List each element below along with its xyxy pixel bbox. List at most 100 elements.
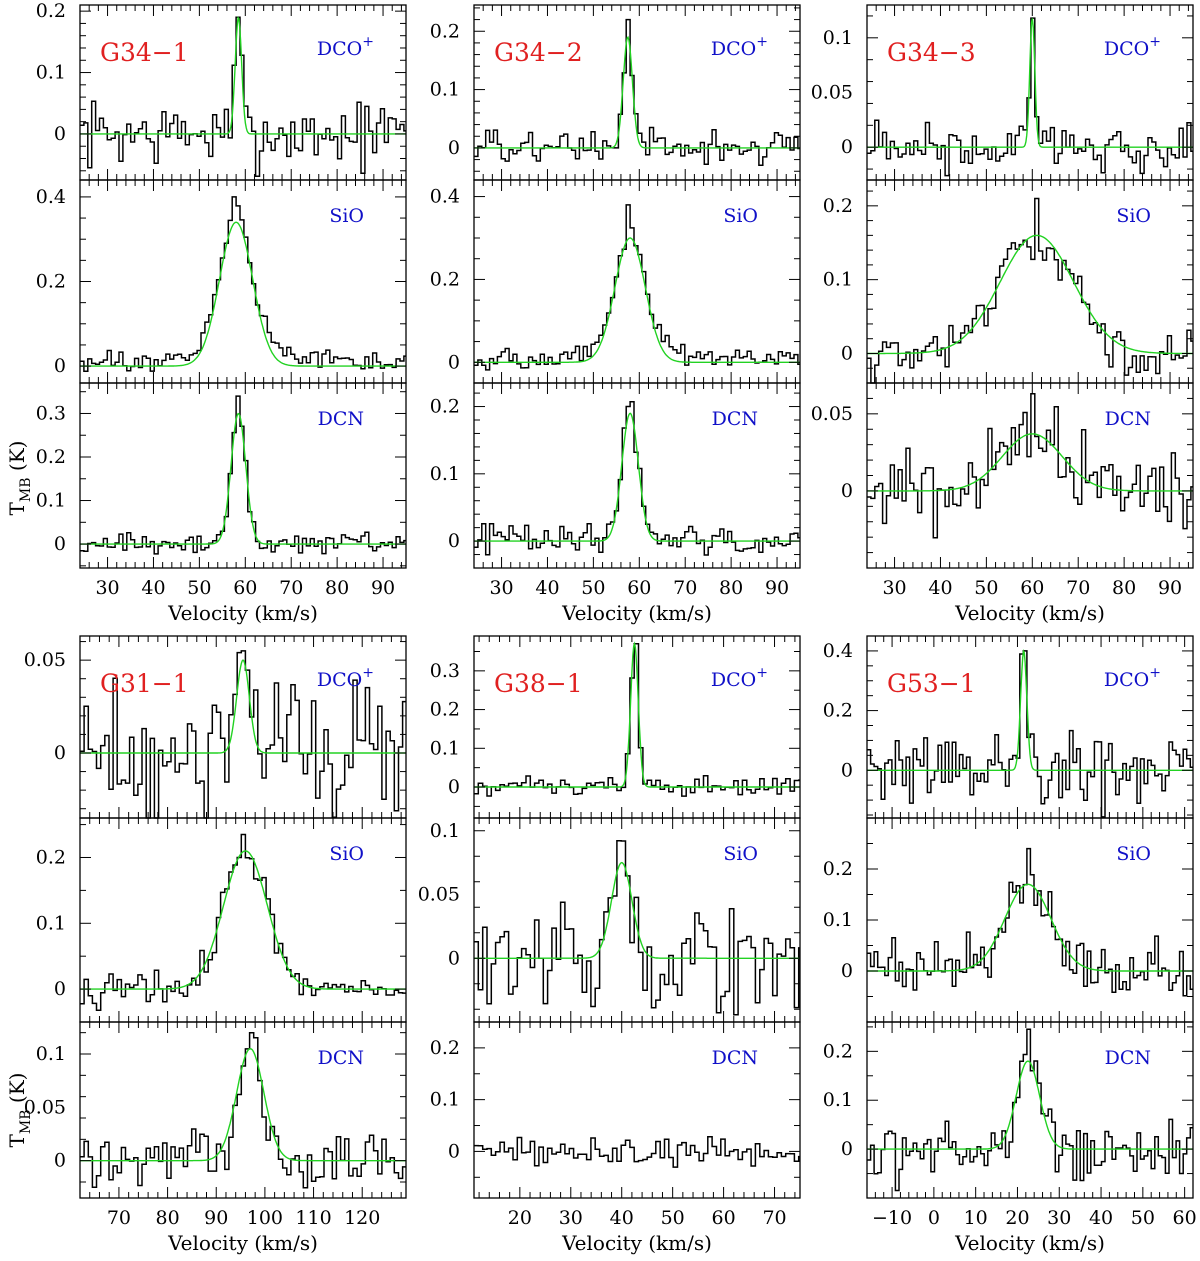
x-tick-label: 60 (233, 577, 257, 599)
x-tick-label: −10 (872, 1207, 912, 1229)
fit-curve-g31-1-dcn (80, 1047, 406, 1162)
molecule-label: DCO+ (711, 34, 768, 60)
panel-frame (79, 382, 407, 569)
x-axis-title: Velocity (km/s) (954, 601, 1105, 625)
y-tick-label: 0.1 (430, 463, 460, 485)
molecule-label: DCO+ (1104, 34, 1161, 60)
y-tick-label: 0.2 (36, 446, 66, 468)
x-tick-label: 50 (187, 577, 211, 599)
panel-g34-3-sio: 0 0.1 0.2 SiO (823, 179, 1194, 384)
x-tick-label: 50 (974, 577, 998, 599)
panel-g53-1-sio: 0 0.1 0.2 SiO (823, 817, 1194, 1023)
y-tick-label: 0 (54, 1150, 66, 1172)
panel-frame (866, 1021, 1194, 1199)
molecule-label: SiO (723, 205, 758, 227)
y-tick-label: 0.2 (430, 699, 460, 721)
y-tick-label: 0.4 (36, 186, 66, 208)
x-tick-label: 30 (95, 577, 119, 599)
spectrum-g38-1-dcn (474, 1136, 800, 1168)
panel-frame (473, 4, 801, 181)
y-tick-label: 0.2 (36, 0, 66, 22)
molecule-label: DCN (318, 408, 364, 430)
molecule-label: DCN (712, 408, 758, 430)
x-tick-label: 70 (673, 577, 697, 599)
y-tick-label: 0 (841, 480, 853, 502)
x-tick-label: 70 (279, 577, 303, 599)
y-tick-label: 0.1 (430, 737, 460, 759)
panel-g34-2-dco: 0 0.1 0.2 DCO+ G34−2 (430, 4, 801, 181)
y-tick-label: 0.1 (36, 490, 66, 512)
source-label: G53−1 (887, 669, 976, 698)
x-tick-label: 70 (762, 1207, 786, 1229)
x-tick-label: 40 (141, 577, 165, 599)
x-tick-label: 50 (1131, 1207, 1155, 1229)
y-tick-label: 0.1 (36, 62, 66, 84)
y-tick-label: 0.05 (811, 82, 853, 104)
y-tick-label: 0 (54, 123, 66, 145)
y-tick-label: 0 (54, 355, 66, 377)
y-tick-label: 0 (841, 960, 853, 982)
x-tick-label: 40 (610, 1207, 634, 1229)
x-tick-label: 30 (559, 1207, 583, 1229)
molecule-label: DCN (1105, 1047, 1151, 1069)
y-tick-label: 0 (54, 978, 66, 1000)
x-tick-label: 40 (1089, 1207, 1113, 1229)
fit-curve-g34-1-dcn (80, 412, 406, 545)
x-tick-label: 10 (964, 1207, 988, 1229)
x-tick-label: 90 (765, 577, 789, 599)
y-tick-label: 0.3 (36, 402, 66, 424)
molecule-label: SiO (1116, 205, 1151, 227)
y-tick-label: 0.2 (823, 700, 853, 722)
y-tick-label: 0.1 (430, 820, 460, 842)
x-tick-label: 80 (155, 1207, 179, 1229)
x-axis-title: Velocity (km/s) (954, 1231, 1105, 1255)
panel-g34-3-dcn: 0 0.05 DCN 30 40 50 60 70 80 90 Velocity (km/s) (811, 382, 1194, 625)
y-tick-label: 0.2 (823, 858, 853, 880)
spectrum-g53-1-dco (867, 650, 1193, 818)
y-tick-label: 0 (448, 1140, 460, 1162)
y-tick-label: 0 (448, 530, 460, 552)
y-tick-label: 0 (448, 776, 460, 798)
x-axis-title: Velocity (km/s) (167, 1231, 318, 1255)
y-tick-label: 0.3 (430, 660, 460, 682)
y-tick-label: 0 (448, 137, 460, 159)
fit-curve-g38-1-dco (474, 641, 800, 788)
spectrum-g53-1-dcn (867, 1028, 1193, 1192)
molecule-label: SiO (329, 843, 364, 865)
y-tick-label: 0.2 (36, 271, 66, 293)
panel-g34-2-dcn: 0 0.1 0.2 DCN 30 40 50 60 70 80 90 Velocity (km/s) (430, 382, 801, 625)
x-tick-label: 30 (1047, 1207, 1071, 1229)
x-tick-label: 80 (325, 577, 349, 599)
panel-g53-1-dcn: 0 0.1 0.2 DCN −10 0 10 20 30 40 50 60 Velocity (km/s… (823, 1021, 1197, 1255)
x-tick-label: 0 (928, 1207, 940, 1229)
y-tick-label: 0.05 (24, 1096, 66, 1118)
panel-g38-1-sio: 0 0.05 0.1 SiO (418, 817, 801, 1023)
source-label: G34−3 (887, 38, 976, 67)
fit-curve-g53-1-dcn (867, 1060, 1193, 1150)
panel-g34-1-dco: 0 0.1 0.2 DCO+ G34−1 (36, 0, 407, 181)
x-tick-label: 20 (1005, 1207, 1029, 1229)
y-tick-label: 0.1 (823, 1089, 853, 1111)
x-tick-label: 50 (661, 1207, 685, 1229)
y-tick-label: 0 (841, 342, 853, 364)
source-label: G38−1 (494, 669, 583, 698)
y-tick-label: 0.2 (430, 20, 460, 42)
y-tick-label: 0.1 (36, 1043, 66, 1065)
x-tick-label: 90 (371, 577, 395, 599)
y-tick-label: 0 (54, 742, 66, 764)
y-tick-label: 0 (448, 947, 460, 969)
x-tick-label: 60 (1020, 577, 1044, 599)
y-tick-label: 0.05 (418, 884, 460, 906)
y-tick-label: 0.1 (430, 1089, 460, 1111)
x-tick-label: 40 (928, 577, 952, 599)
y-tick-label: 0.2 (36, 846, 66, 868)
x-axis-title: Velocity (km/s) (561, 601, 712, 625)
spectrum-g34-3-dco (867, 17, 1193, 177)
source-label: G34−1 (100, 38, 189, 67)
molecule-label: DCO+ (1104, 665, 1161, 691)
x-tick-label: 110 (295, 1207, 331, 1229)
panel-g38-1-dco: 0 0.1 0.2 0.3 DCO+ G38−1 (430, 635, 801, 819)
panel-g34-1-dcn: 0 0.1 0.2 0.3 DCN 30 40 50 60 70 80 90 Velocity (km/… (36, 382, 407, 625)
x-tick-label: 100 (247, 1207, 283, 1229)
